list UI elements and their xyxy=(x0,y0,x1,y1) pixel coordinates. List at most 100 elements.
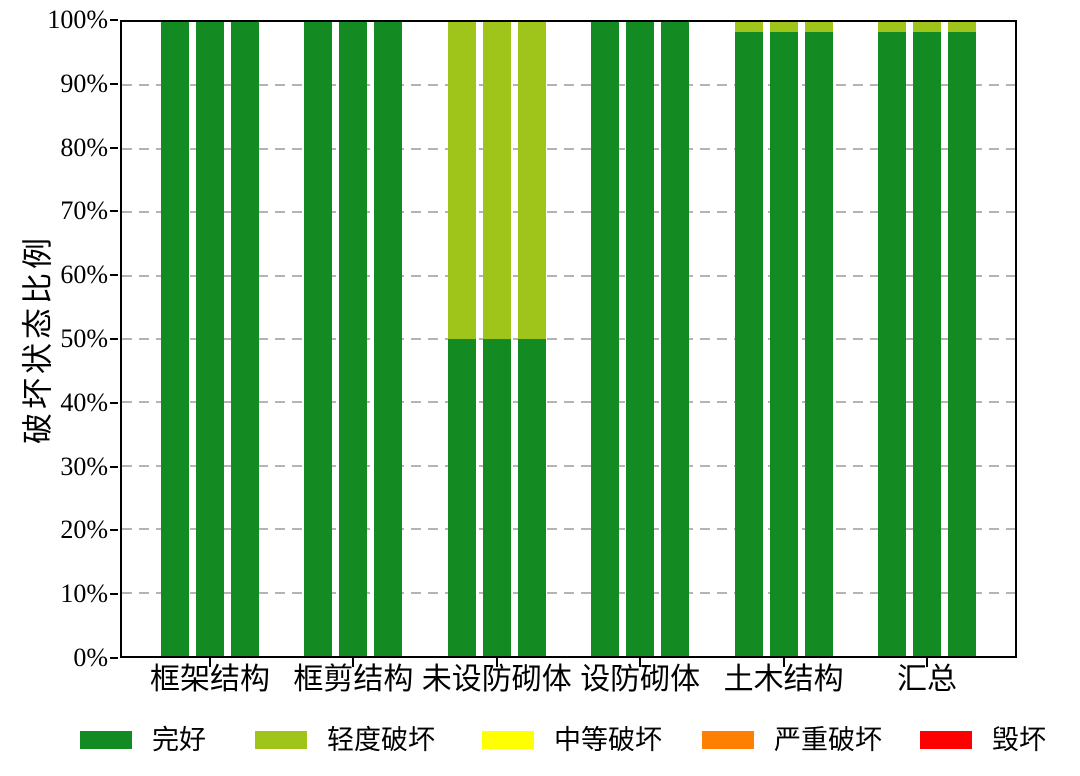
bar-segment xyxy=(517,22,546,339)
legend-swatch xyxy=(920,731,972,749)
gridline-70 xyxy=(122,211,1015,214)
bar-segment xyxy=(339,22,368,656)
gridline-30 xyxy=(122,464,1015,467)
legend-item-1: 完好 xyxy=(80,726,206,754)
bar-group-2 xyxy=(304,22,403,656)
legend: 完好 轻度破坏 中等破坏 严重破坏 毁坏 xyxy=(0,726,1080,758)
y-tick-label-100: 100% xyxy=(47,5,108,34)
legend-label: 严重破坏 xyxy=(774,725,882,755)
x-tick-mark-1 xyxy=(209,658,211,667)
bar-segment xyxy=(913,22,941,32)
bar-segment xyxy=(482,22,511,339)
gridline-60 xyxy=(122,274,1015,277)
gridline-80 xyxy=(122,147,1015,150)
bar xyxy=(661,22,690,656)
bar xyxy=(161,22,189,656)
bar xyxy=(769,22,798,656)
legend-swatch xyxy=(482,731,534,749)
x-tick-mark-2 xyxy=(352,658,355,667)
bar-group-1 xyxy=(161,22,259,656)
bar-segment xyxy=(948,31,976,656)
bar xyxy=(913,22,941,656)
bar xyxy=(734,22,763,656)
y-tick-mark-80 xyxy=(110,146,118,149)
bar-segment xyxy=(231,22,259,656)
bar-group-6 xyxy=(878,22,976,656)
y-tick-mark-20 xyxy=(110,529,118,532)
bar xyxy=(304,22,333,656)
legend-label: 中等破坏 xyxy=(554,725,662,755)
bar xyxy=(482,22,511,656)
bar-segment xyxy=(804,31,833,656)
legend-item-5: 毁坏 xyxy=(920,726,1046,754)
bar xyxy=(878,22,906,656)
legend-swatch xyxy=(80,731,132,749)
y-tick-label-70: 70% xyxy=(60,196,108,226)
y-tick-label-10: 10% xyxy=(60,579,108,609)
legend-item-3: 中等破坏 xyxy=(482,726,662,754)
bar-segment xyxy=(161,22,189,656)
y-tick-label-60: 60% xyxy=(60,260,108,290)
bar xyxy=(196,22,224,656)
bar xyxy=(374,22,403,656)
x-tick-mark-6 xyxy=(926,658,928,667)
y-tick-mark-0 xyxy=(110,657,118,659)
y-tick-label-80: 80% xyxy=(60,132,108,162)
x-tick-mark-3 xyxy=(495,658,498,667)
bar-group-5 xyxy=(734,22,833,656)
bar-segment xyxy=(196,22,224,656)
bar-segment xyxy=(304,22,333,656)
y-tick-mark-90 xyxy=(110,82,118,85)
plot-area xyxy=(120,20,1017,658)
y-tick-mark-10 xyxy=(110,593,118,596)
gridline-40 xyxy=(122,401,1015,404)
legend-item-2: 轻度破坏 xyxy=(255,726,435,754)
y-tick-mark-50 xyxy=(110,338,118,340)
gridline-20 xyxy=(122,528,1015,531)
bar-segment xyxy=(804,22,833,32)
bar xyxy=(231,22,259,656)
gridline-50 xyxy=(122,338,1015,340)
bar-segment xyxy=(591,22,620,656)
legend-swatch xyxy=(255,731,307,749)
bar-segment xyxy=(734,22,763,32)
bar-segment xyxy=(447,339,476,656)
legend-label: 毁坏 xyxy=(992,725,1046,755)
x-category-label-6: 汇总 xyxy=(897,663,957,696)
bar-segment xyxy=(447,22,476,339)
bar-group-3 xyxy=(447,22,546,656)
y-tick-label-50: 50% xyxy=(60,324,108,353)
bar-segment xyxy=(878,22,906,32)
y-tick-mark-100 xyxy=(110,19,118,21)
x-category-label-5: 土木结构 xyxy=(723,663,844,696)
bar-segment xyxy=(626,22,655,656)
bar-segment xyxy=(517,339,546,656)
y-tick-label-90: 90% xyxy=(60,68,108,98)
bar xyxy=(626,22,655,656)
bar xyxy=(948,22,976,656)
x-category-label-1: 框架结构 xyxy=(150,663,270,696)
legend-label: 完好 xyxy=(152,725,206,755)
bar-segment xyxy=(769,22,798,32)
bar-segment xyxy=(878,31,906,656)
bar-group-4 xyxy=(591,22,690,656)
legend-item-4: 严重破坏 xyxy=(702,726,882,754)
bar-segment xyxy=(948,22,976,32)
x-tick-mark-5 xyxy=(782,658,785,667)
x-category-label-2: 框剪结构 xyxy=(293,663,414,696)
bar xyxy=(339,22,368,656)
y-tick-label-40: 40% xyxy=(60,387,108,417)
bar xyxy=(517,22,546,656)
bar xyxy=(804,22,833,656)
bar-segment xyxy=(661,22,690,656)
y-tick-label-20: 20% xyxy=(60,515,108,545)
gridline-90 xyxy=(122,84,1015,87)
y-tick-mark-30 xyxy=(110,465,118,468)
x-category-label-4: 设防砌体 xyxy=(580,663,701,696)
y-tick-mark-40 xyxy=(110,401,118,404)
gridline-10 xyxy=(122,591,1015,594)
x-category-label-3: 未设防砌体 xyxy=(421,663,572,696)
bar xyxy=(447,22,476,656)
bar xyxy=(591,22,620,656)
